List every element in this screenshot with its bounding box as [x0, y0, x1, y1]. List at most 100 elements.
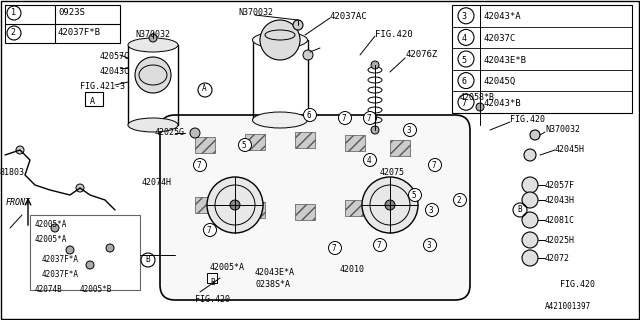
Text: 42074H: 42074H — [142, 178, 172, 187]
Text: 42005*A: 42005*A — [35, 235, 67, 244]
Bar — [452, 5, 632, 113]
Text: 3: 3 — [406, 125, 411, 134]
Circle shape — [522, 232, 538, 248]
Text: 5: 5 — [241, 140, 246, 149]
Text: 42043E*A: 42043E*A — [255, 268, 295, 277]
Ellipse shape — [253, 32, 307, 48]
Text: N370032: N370032 — [545, 125, 580, 134]
Circle shape — [371, 126, 379, 134]
Text: 4: 4 — [367, 156, 371, 164]
Text: 42057C: 42057C — [100, 52, 130, 61]
Text: 7: 7 — [367, 114, 371, 123]
Text: 42045H: 42045H — [555, 145, 585, 154]
Text: 7: 7 — [376, 241, 381, 250]
Circle shape — [408, 188, 422, 202]
Text: 42037C: 42037C — [484, 34, 516, 43]
Circle shape — [524, 149, 536, 161]
Circle shape — [364, 154, 376, 166]
Text: 0238S*A: 0238S*A — [255, 280, 290, 289]
Text: 42010: 42010 — [340, 265, 365, 274]
Bar — [295, 132, 315, 148]
Circle shape — [193, 158, 207, 172]
Circle shape — [403, 124, 417, 137]
Circle shape — [86, 261, 94, 269]
Circle shape — [476, 103, 484, 111]
Circle shape — [522, 250, 538, 266]
Circle shape — [303, 108, 317, 122]
Text: 4: 4 — [461, 34, 467, 43]
Circle shape — [454, 194, 467, 206]
Bar — [245, 134, 265, 150]
Text: N370032: N370032 — [238, 8, 273, 17]
Circle shape — [260, 20, 300, 60]
Bar — [390, 197, 410, 213]
Text: 42025H: 42025H — [545, 236, 575, 245]
Text: 42043C: 42043C — [100, 67, 130, 76]
Text: 42037AC: 42037AC — [330, 12, 367, 21]
Text: FIG.420: FIG.420 — [560, 280, 595, 289]
Text: 7: 7 — [461, 99, 467, 108]
Circle shape — [328, 242, 342, 254]
Text: N370032: N370032 — [135, 30, 170, 39]
Text: 3: 3 — [429, 205, 433, 214]
Text: 42025G: 42025G — [155, 128, 185, 137]
Circle shape — [522, 177, 538, 193]
Text: 42058*B: 42058*B — [460, 93, 495, 102]
Bar — [195, 197, 215, 213]
Text: 1: 1 — [10, 8, 15, 17]
Text: 7: 7 — [431, 161, 436, 170]
Bar — [207, 273, 217, 283]
Text: 42045Q: 42045Q — [484, 77, 516, 86]
Text: 7: 7 — [196, 161, 201, 170]
Text: 5: 5 — [461, 55, 467, 65]
Bar — [5, 5, 120, 43]
Bar — [195, 137, 215, 153]
Text: 42081C: 42081C — [545, 216, 575, 225]
Circle shape — [374, 238, 387, 252]
Text: B: B — [517, 205, 522, 214]
Text: 42074B: 42074B — [35, 285, 63, 294]
Text: 5: 5 — [412, 190, 416, 199]
Text: A: A — [202, 84, 207, 93]
Circle shape — [51, 224, 59, 232]
Bar — [295, 204, 315, 220]
Text: 7: 7 — [207, 226, 211, 235]
Bar — [345, 200, 365, 216]
Text: 42043*B: 42043*B — [484, 99, 522, 108]
Bar — [245, 202, 265, 218]
Text: 0923S: 0923S — [58, 8, 85, 17]
Text: 81803: 81803 — [0, 168, 25, 177]
Circle shape — [76, 184, 84, 192]
Circle shape — [106, 244, 114, 252]
Text: B: B — [210, 278, 214, 287]
Text: 42005*B: 42005*B — [80, 285, 113, 294]
Circle shape — [339, 111, 351, 124]
Bar — [128, 45, 178, 125]
Text: 42076Z: 42076Z — [405, 50, 437, 59]
Ellipse shape — [128, 38, 178, 52]
FancyBboxPatch shape — [160, 115, 470, 300]
Text: 42043H: 42043H — [545, 196, 575, 205]
Text: 7: 7 — [332, 244, 336, 252]
Circle shape — [230, 200, 240, 210]
Text: FRONT: FRONT — [6, 198, 31, 207]
Text: 3: 3 — [426, 241, 431, 250]
Text: 42037F*A: 42037F*A — [42, 255, 79, 264]
Text: FIG.420: FIG.420 — [510, 115, 545, 124]
Text: 42075: 42075 — [380, 168, 405, 177]
Circle shape — [204, 223, 216, 236]
Circle shape — [530, 130, 540, 140]
Bar — [85, 92, 103, 106]
Circle shape — [149, 34, 157, 42]
Circle shape — [293, 20, 303, 30]
Circle shape — [190, 128, 200, 138]
Text: 42037F*B: 42037F*B — [58, 28, 101, 37]
Circle shape — [429, 158, 442, 172]
Text: 42043*A: 42043*A — [484, 12, 522, 21]
Text: 2: 2 — [10, 28, 15, 37]
Circle shape — [385, 200, 395, 210]
Circle shape — [207, 177, 263, 233]
Circle shape — [135, 57, 171, 93]
Bar — [253, 40, 308, 120]
Text: 42072: 42072 — [545, 254, 570, 263]
